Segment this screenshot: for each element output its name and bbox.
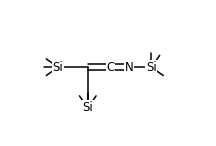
Text: C: C [107, 61, 115, 74]
Text: Si: Si [53, 61, 64, 74]
Text: N: N [125, 61, 133, 74]
Text: Si: Si [146, 61, 157, 74]
Text: Si: Si [82, 101, 93, 114]
